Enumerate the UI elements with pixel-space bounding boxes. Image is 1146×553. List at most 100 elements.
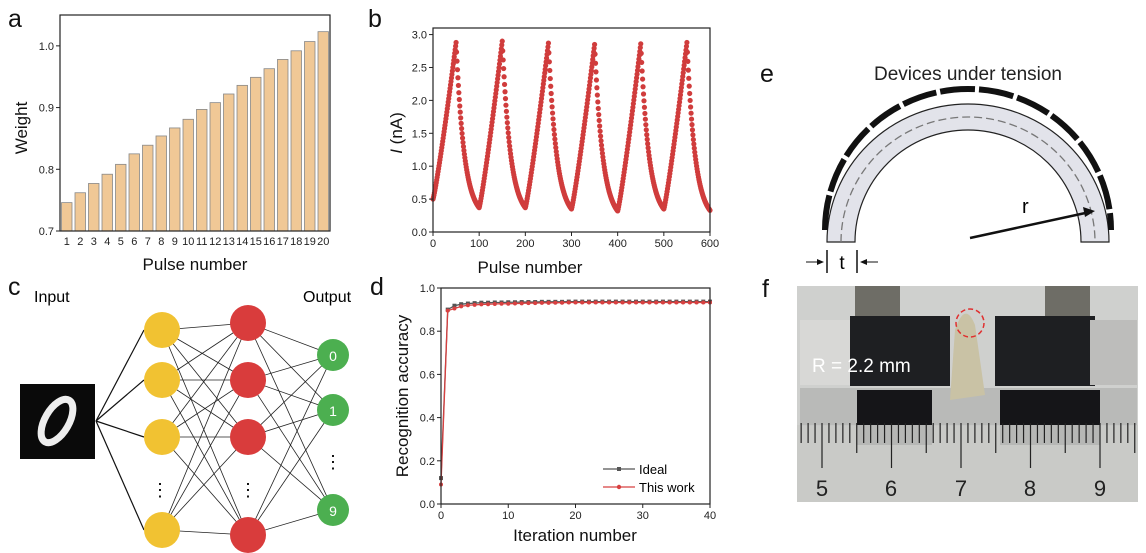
data-point xyxy=(627,300,632,305)
data-point xyxy=(465,303,470,308)
y-axis-label: Weight xyxy=(12,101,31,154)
data-point xyxy=(503,102,509,108)
data-point xyxy=(640,84,646,90)
data-point xyxy=(634,67,641,74)
bar xyxy=(115,163,127,232)
thickness-label: t xyxy=(839,253,845,274)
data-point xyxy=(685,58,691,65)
bar xyxy=(290,50,302,232)
data-point xyxy=(593,300,598,305)
panel-label-b: b xyxy=(368,5,382,33)
bar xyxy=(61,202,73,232)
x-tick-label: 19 xyxy=(304,236,316,248)
legend-marker xyxy=(616,484,622,490)
data-point xyxy=(681,300,686,305)
data-point xyxy=(548,83,554,89)
radius-arrow xyxy=(969,210,1091,240)
connection xyxy=(161,379,249,536)
data-point xyxy=(591,45,597,51)
data-point xyxy=(452,306,457,311)
data-point xyxy=(505,125,511,131)
data-point xyxy=(690,132,696,138)
connection xyxy=(247,409,334,536)
data-point xyxy=(545,44,551,50)
data-point xyxy=(453,39,459,46)
data-point xyxy=(684,49,690,55)
data-point xyxy=(639,59,645,66)
bar xyxy=(155,135,167,232)
data-point xyxy=(691,141,697,147)
data-point xyxy=(591,41,598,48)
data-point xyxy=(459,304,464,309)
y-tick-label: 0.2 xyxy=(420,456,435,468)
data-point xyxy=(501,74,507,80)
y-tick-label: 2.0 xyxy=(412,95,427,107)
data-point xyxy=(546,59,552,65)
data-point xyxy=(688,110,694,116)
data-point xyxy=(641,98,647,104)
x-axis-label: Pulse number xyxy=(478,258,583,277)
x-tick-label: 5 xyxy=(118,236,124,248)
data-point xyxy=(686,83,692,89)
panel-label-c: c xyxy=(8,273,21,301)
weight-bar-chart: Pulse number Weight 1 2 3 4 5 6 7 8 9 10 11 12 13 14 1… xyxy=(12,14,331,274)
data-point xyxy=(600,300,605,305)
x-tick-label: 16 xyxy=(263,236,275,248)
data-point xyxy=(550,116,556,122)
data-point xyxy=(560,300,565,305)
data-point xyxy=(472,302,477,307)
data-point xyxy=(456,96,462,103)
data-point xyxy=(552,140,558,147)
input-arrow xyxy=(95,420,145,531)
x-tick-label: 4 xyxy=(104,236,110,248)
data-point xyxy=(637,45,643,51)
x-tick-label: 9 xyxy=(172,236,178,248)
x-tick-label: 200 xyxy=(516,238,534,250)
y-tick-label: 0.8 xyxy=(39,164,54,176)
bar xyxy=(263,68,275,232)
data-point xyxy=(453,49,460,55)
y-tick-label: 3.0 xyxy=(412,30,427,42)
data-point xyxy=(545,40,552,46)
data-point xyxy=(539,300,544,305)
device-segments xyxy=(822,86,1114,231)
x-tick-label: 6 xyxy=(131,236,137,248)
data-point xyxy=(594,92,600,98)
output-node xyxy=(317,494,349,526)
bar xyxy=(196,109,208,232)
data-point xyxy=(691,145,697,151)
data-point xyxy=(549,110,556,116)
bar xyxy=(317,31,329,232)
data-point xyxy=(455,75,461,81)
data-point xyxy=(445,308,450,313)
data-point xyxy=(638,50,644,56)
data-point xyxy=(593,69,599,75)
x-tick-label: 11 xyxy=(196,236,207,248)
output-node xyxy=(317,394,349,426)
data-point xyxy=(553,300,558,305)
data-point xyxy=(460,139,466,146)
data-point xyxy=(643,122,649,128)
data-point xyxy=(552,136,558,142)
bar xyxy=(128,153,140,232)
panel-label-f: f xyxy=(762,275,769,303)
x-tick-label: 8 xyxy=(158,236,164,248)
x-tick-label: 0 xyxy=(438,510,444,522)
output-ellipsis: ⋮ xyxy=(324,452,342,472)
data-point xyxy=(507,143,513,149)
connection xyxy=(161,436,249,531)
ruler-number: 8 xyxy=(1024,476,1036,501)
data-point xyxy=(642,110,648,117)
connection xyxy=(247,354,334,536)
hidden-node xyxy=(230,305,266,341)
axes-frame xyxy=(432,27,711,233)
bar xyxy=(223,93,235,232)
data-point xyxy=(500,48,506,54)
data-point xyxy=(506,139,512,145)
data-point xyxy=(504,120,510,126)
data-point xyxy=(644,132,650,138)
data-point xyxy=(694,300,699,305)
data-point xyxy=(683,43,690,49)
